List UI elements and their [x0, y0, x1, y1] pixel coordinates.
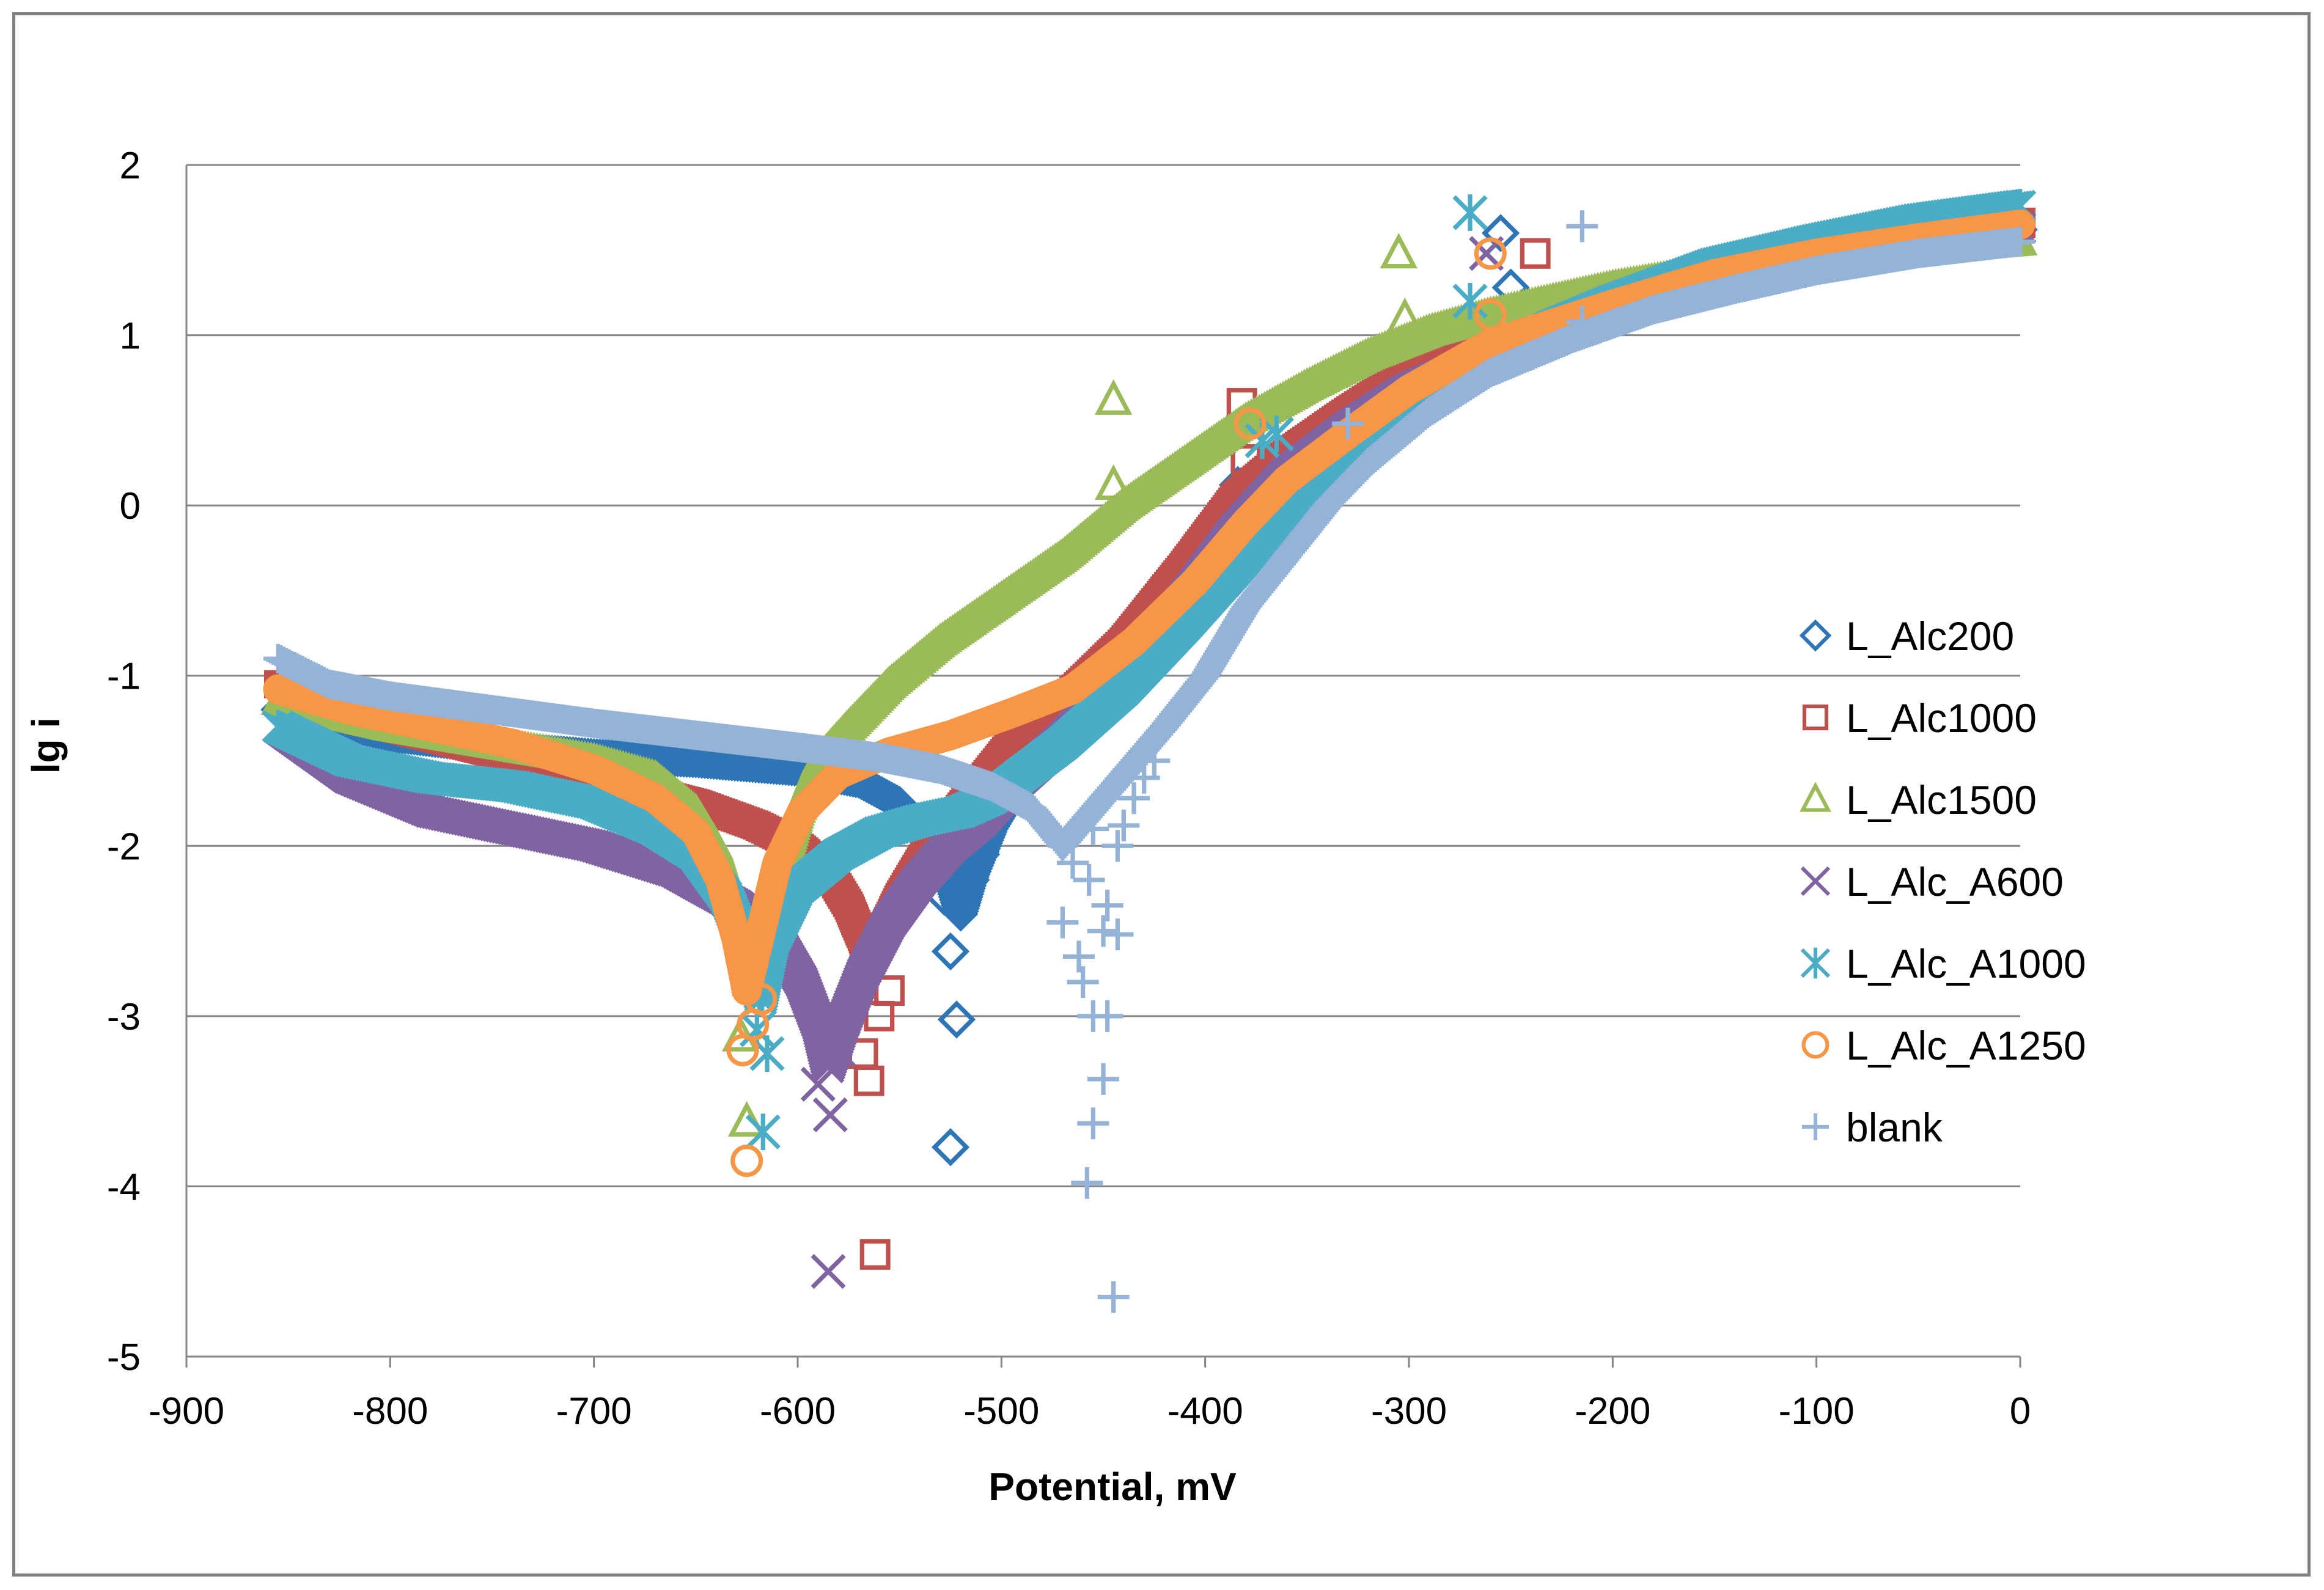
- scatter-point: [825, 1002, 860, 1038]
- scatter-point: [812, 1097, 848, 1133]
- scatter-point: [800, 1066, 836, 1102]
- scatter-point: [853, 1065, 884, 1096]
- scatter-point: [745, 1113, 781, 1151]
- scatter-point: [745, 983, 778, 1016]
- scatter-point: [821, 1032, 856, 1068]
- scatter-point: [1452, 282, 1488, 320]
- scatter-point: [1474, 237, 1507, 270]
- series-layer: [260, 189, 2038, 1313]
- scatter-point: [931, 932, 970, 971]
- scatter-point: [1230, 444, 1262, 475]
- scatter-point: [1234, 407, 1267, 440]
- scatter-point: [811, 1254, 846, 1289]
- series-L_Alc_A1000: [262, 189, 2037, 1151]
- series-L_Alc_A1250: [263, 210, 2035, 1178]
- scatter-point: [727, 1101, 766, 1137]
- scatter-point: [1452, 194, 1488, 231]
- scatter-point: [1380, 233, 1418, 269]
- chart-frame: -5 -4 -3 -2 -1 0 1 2 -900 -800 -700 -600 -500 -400 -30…: [12, 12, 2311, 1577]
- scatter-point: [859, 1239, 891, 1270]
- scatter-point: [931, 1128, 970, 1167]
- scatter-point: [1386, 297, 1424, 334]
- scatter-point: [1520, 238, 1551, 269]
- scatter-point: [952, 860, 990, 899]
- series-blank: [263, 210, 2035, 1313]
- scatter-point: [1094, 464, 1133, 500]
- scatter-point: [1481, 214, 1520, 252]
- scatter-point: [730, 1145, 763, 1178]
- scatter-point: [937, 1000, 976, 1039]
- scatter-point: [1094, 379, 1133, 415]
- scatter-point: [1474, 298, 1507, 331]
